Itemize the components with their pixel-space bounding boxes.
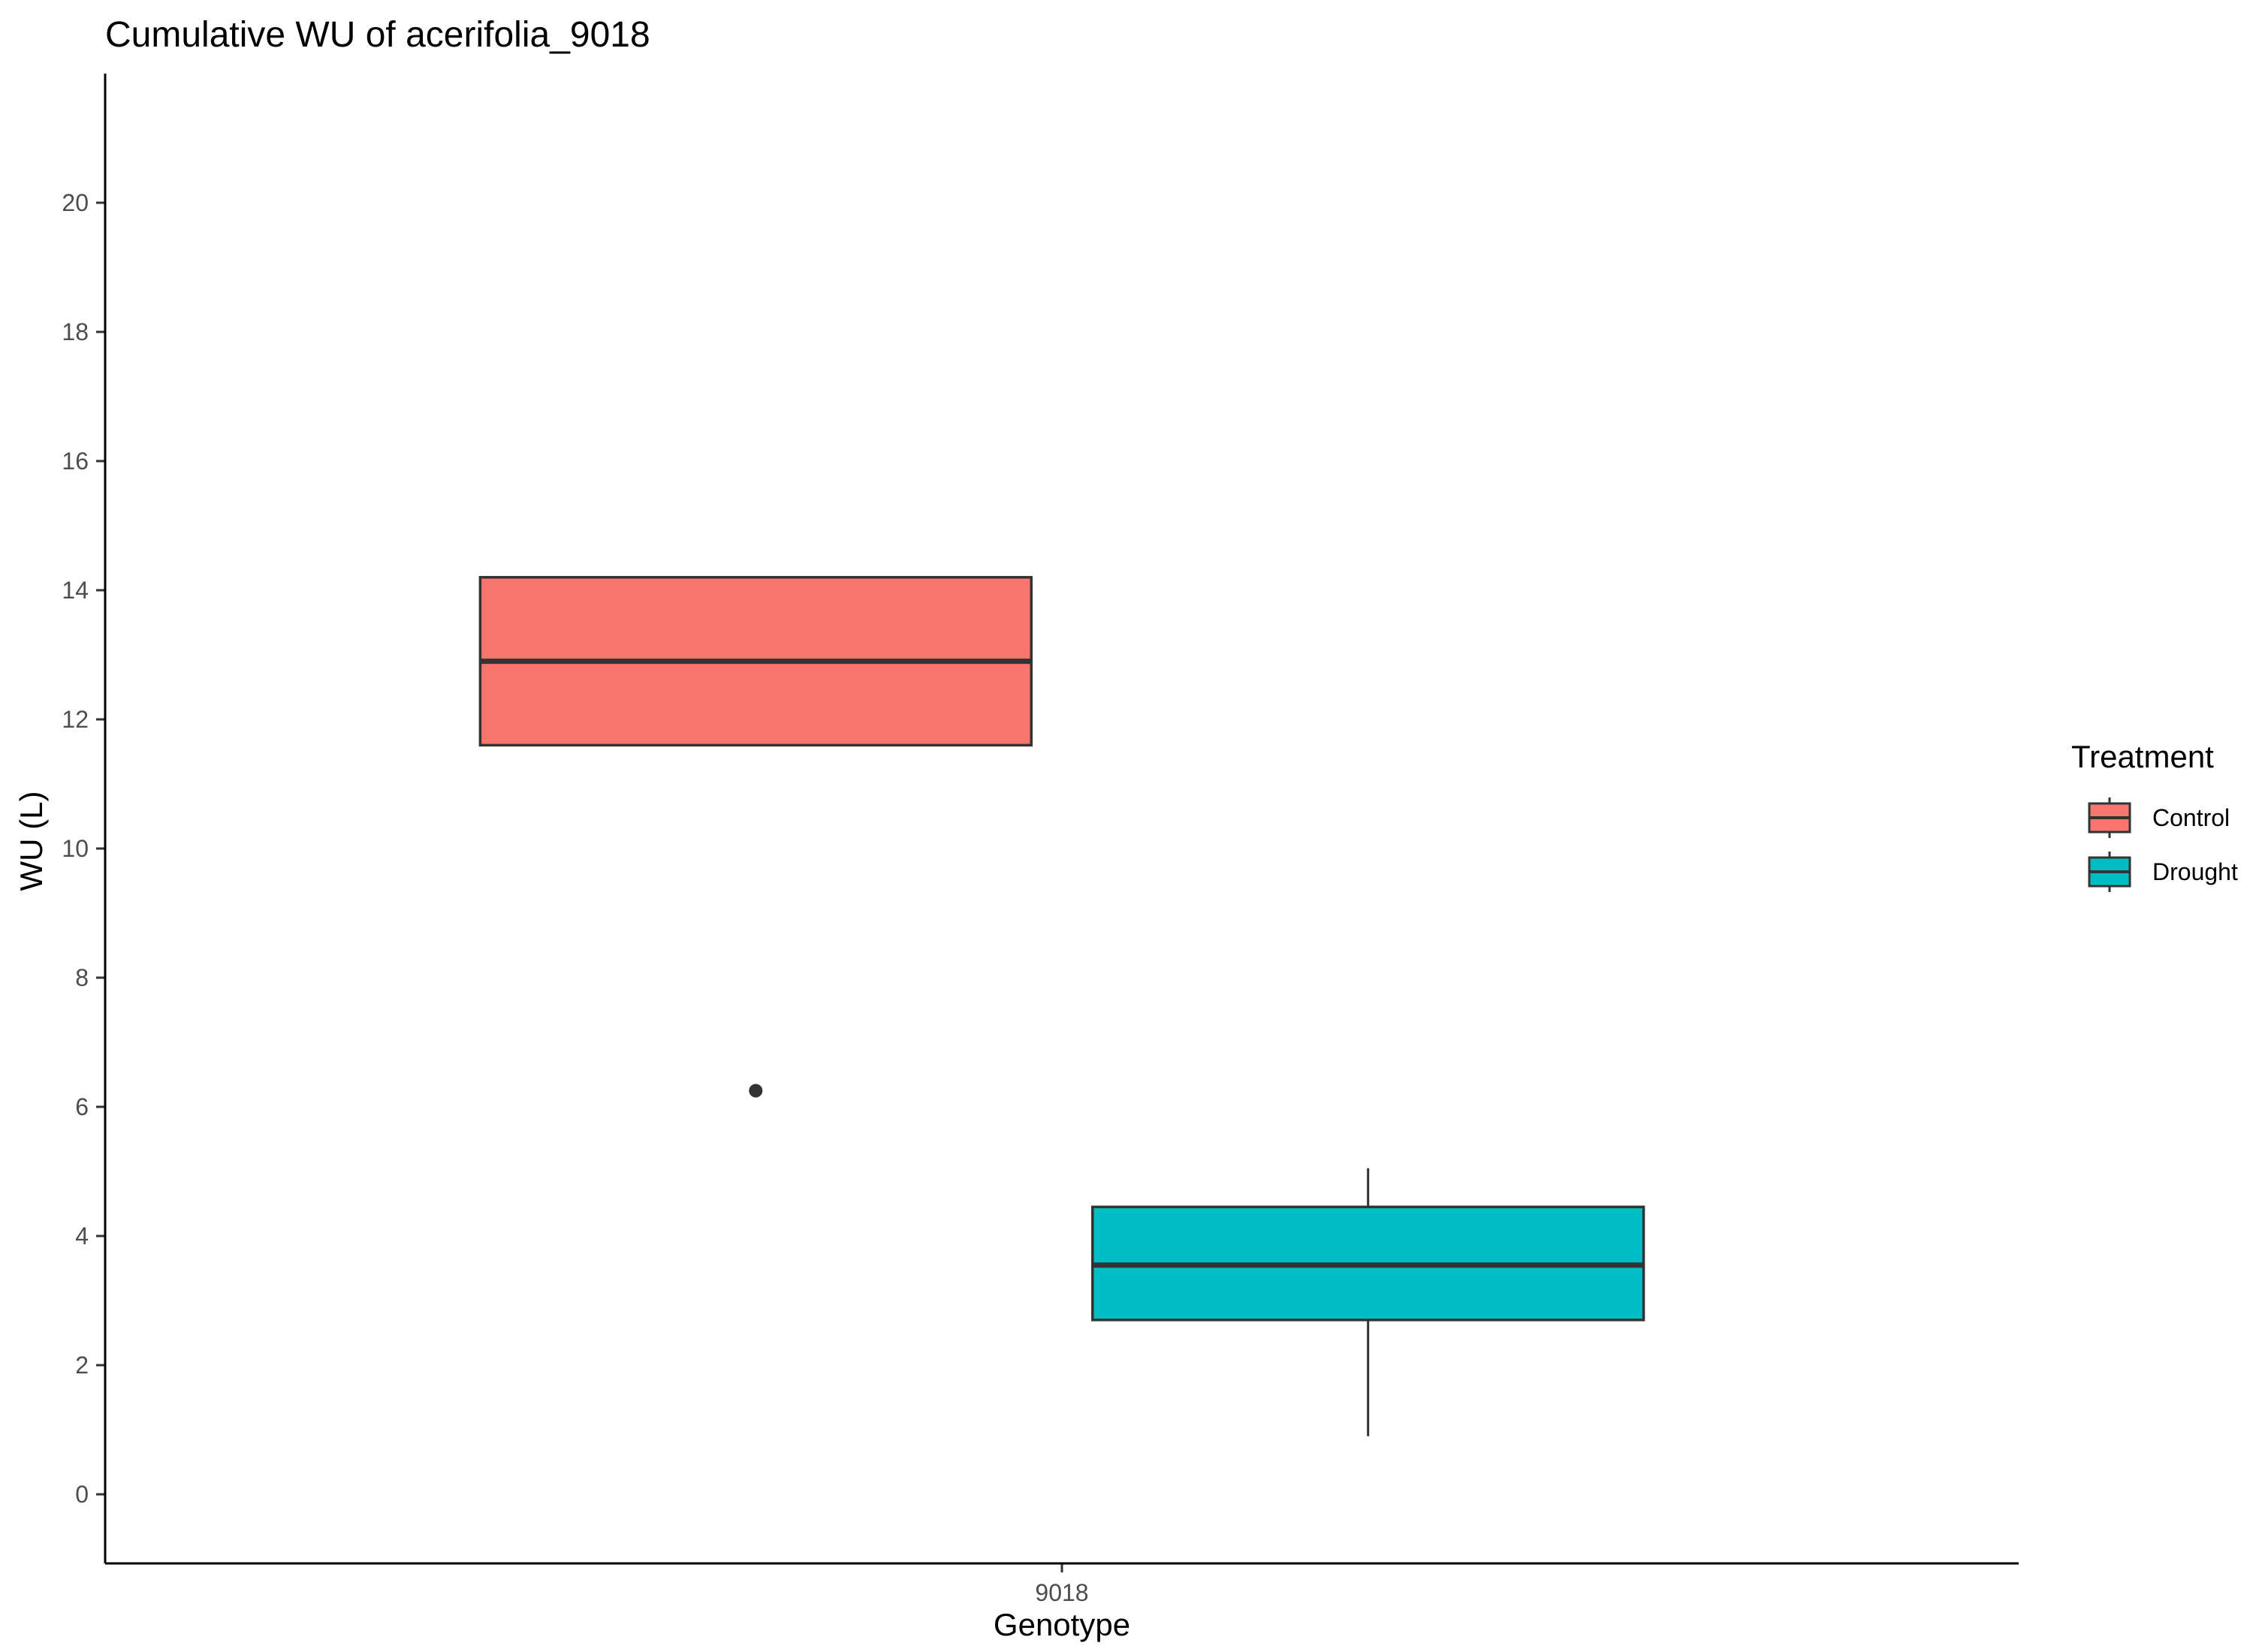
outlier-point [749, 1084, 763, 1098]
legend-label: Control [2152, 804, 2230, 831]
y-tick-label: 4 [75, 1222, 89, 1250]
y-tick-label: 10 [62, 835, 89, 862]
box-drought [1091, 1168, 1645, 1436]
y-tick-label: 20 [62, 189, 89, 216]
box-control [478, 576, 1033, 1098]
y-tick-label: 16 [62, 448, 89, 475]
legend-item-drought: Drought [2088, 852, 2238, 892]
legend-label: Drought [2152, 858, 2238, 885]
x-axis-title: Genotype [994, 1607, 1130, 1642]
y-tick-label: 12 [62, 706, 89, 733]
y-tick-label: 14 [62, 577, 89, 604]
y-tick-label: 2 [75, 1352, 89, 1379]
y-axis-title: WU (L) [14, 791, 49, 891]
y-tick-label: 0 [75, 1481, 89, 1508]
y-tick-label: 18 [62, 318, 89, 345]
legend: Treatment Control Drought [2071, 739, 2238, 892]
y-tick-label: 8 [75, 964, 89, 991]
x-tick-label: 9018 [1035, 1579, 1088, 1606]
chart-title: Cumulative WU of acerifolia_9018 [105, 15, 650, 55]
legend-item-control: Control [2088, 797, 2230, 838]
y-tick-label: 6 [75, 1093, 89, 1120]
plot-area: 0 2 4 6 8 10 12 14 16 18 20 9018 [62, 189, 1645, 1606]
legend-title: Treatment [2071, 739, 2214, 774]
